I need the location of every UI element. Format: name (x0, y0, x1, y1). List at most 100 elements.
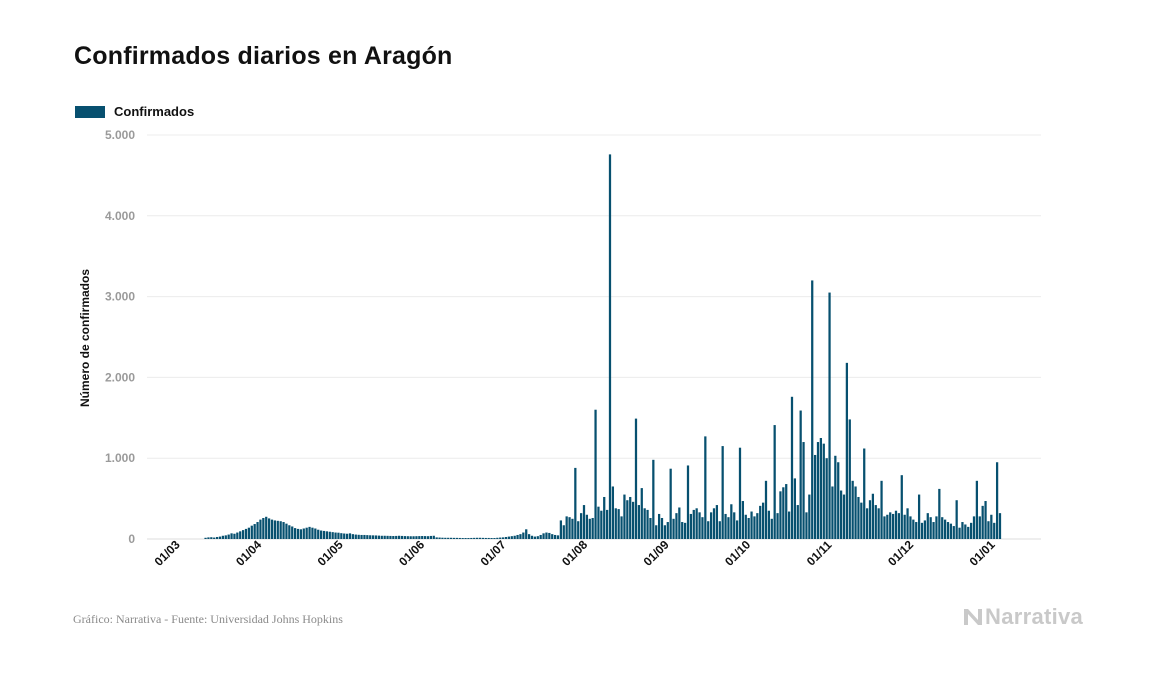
bar (496, 537, 499, 539)
bar (322, 530, 326, 539)
y-axis-label: Número de confirmados (78, 269, 92, 407)
bar (981, 505, 984, 539)
bar (444, 537, 447, 539)
bar (998, 513, 1002, 539)
bar (218, 536, 222, 539)
bar (452, 537, 456, 539)
bar (695, 508, 698, 539)
bar (943, 519, 947, 539)
x-tick-label: 01/12 (885, 537, 916, 568)
y-tick-label: 3.000 (105, 290, 135, 304)
bar (458, 537, 461, 539)
bar (825, 458, 828, 539)
bar (993, 522, 996, 539)
bar (967, 526, 970, 539)
bar (345, 533, 349, 539)
bar (617, 509, 620, 539)
bar (334, 532, 337, 539)
bar (848, 419, 851, 539)
bar (863, 448, 866, 539)
bar (669, 468, 672, 539)
bar (577, 521, 580, 539)
bar (903, 514, 906, 539)
bar (204, 537, 207, 539)
bar (319, 530, 323, 539)
bar (660, 517, 664, 539)
bar (348, 533, 352, 539)
bar (600, 510, 603, 539)
bar (548, 532, 551, 539)
bar (311, 527, 314, 539)
bar (747, 517, 750, 539)
bar (782, 487, 785, 539)
bar (845, 362, 849, 539)
bar (692, 509, 695, 539)
bar (490, 538, 493, 539)
bar (337, 532, 340, 539)
legend-label: Confirmados (114, 104, 195, 119)
bar (487, 537, 490, 539)
bar (767, 510, 771, 539)
bar (282, 522, 285, 539)
bar (880, 480, 883, 539)
bar (730, 504, 733, 539)
bar (796, 505, 799, 539)
x-tick-label: 01/08 (559, 537, 590, 568)
bar (565, 516, 568, 539)
bar (291, 526, 294, 539)
x-tick-label: 01/06 (396, 537, 427, 568)
bar (657, 513, 661, 539)
bar (652, 459, 655, 539)
bar (799, 410, 802, 539)
bar (813, 454, 817, 539)
bar (207, 537, 210, 539)
bar (369, 535, 372, 539)
bar (588, 518, 591, 539)
bar (611, 486, 615, 539)
legend-swatch (75, 105, 105, 118)
x-tick-label: 01/11 (804, 538, 835, 569)
bar (666, 522, 669, 539)
bar (386, 535, 389, 539)
bar (978, 516, 981, 539)
x-tick-label: 01/01 (967, 537, 998, 568)
bar (421, 536, 424, 539)
bar (562, 525, 565, 539)
bar (831, 486, 834, 539)
bar (591, 517, 594, 539)
x-tick-label: 01/09 (641, 537, 672, 568)
bar (984, 501, 987, 539)
bar (681, 522, 684, 539)
bar (536, 536, 539, 539)
bar (715, 505, 719, 539)
bar (551, 534, 554, 539)
grid-lines (147, 134, 1041, 540)
bar (871, 493, 875, 539)
x-tick-label: 01/10 (722, 537, 753, 568)
narrativa-n-logo-icon (964, 609, 982, 625)
bar (525, 529, 528, 539)
bar (686, 465, 690, 539)
bar (631, 501, 635, 539)
bar (785, 484, 788, 539)
bar (805, 512, 808, 539)
bar (400, 535, 404, 539)
bar (236, 532, 239, 539)
chart-legend: Confirmados (75, 104, 194, 119)
bar (328, 531, 331, 539)
bar (990, 514, 993, 539)
bar (923, 520, 927, 539)
bar (530, 535, 534, 539)
bar (675, 513, 678, 539)
bar (354, 534, 357, 539)
x-tick-label: 01/05 (315, 537, 346, 568)
bar (842, 494, 846, 539)
bar (718, 521, 721, 539)
bar (727, 517, 730, 539)
bar (900, 475, 903, 539)
bar (935, 516, 938, 539)
bar (839, 490, 843, 539)
bar (929, 517, 932, 539)
bar (709, 512, 713, 539)
bar (213, 537, 216, 539)
